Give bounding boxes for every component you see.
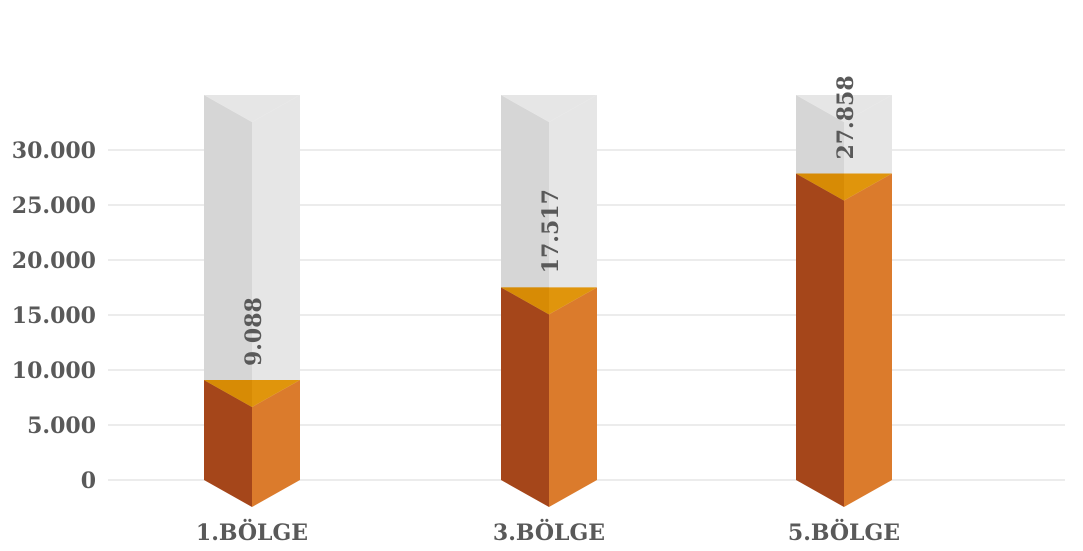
data-label: 9.088 [241, 297, 267, 366]
y-tick-label: 25.000 [12, 193, 96, 219]
bar-left-face [796, 173, 844, 507]
bar-right-face [252, 380, 300, 507]
bar-top-face-shade [501, 287, 549, 315]
bar-ghost-right-face [549, 95, 597, 315]
bar-top-face-shade [796, 173, 844, 201]
data-label: 17.517 [538, 189, 564, 273]
bars [204, 95, 892, 507]
x-tick-label: 1.BÖLGE [196, 518, 308, 546]
bar-ghost-top-face [796, 95, 892, 122]
bar-2 [501, 95, 597, 507]
y-tick-label: 30.000 [12, 138, 96, 164]
y-tick-label: 20.000 [12, 248, 96, 274]
bar-right-face [844, 173, 892, 507]
bar-ghost-left-face [204, 95, 252, 408]
bar-top-face-shade [204, 380, 252, 408]
x-axis-ticks: 1.BÖLGE 3.BÖLGE 5.BÖLGE [196, 518, 900, 546]
bar-left-face [204, 380, 252, 507]
y-tick-label: 15.000 [12, 303, 96, 329]
data-labels: 9.088 17.517 27.858 [241, 75, 859, 366]
bar-1 [204, 95, 300, 507]
y-tick-label: 10.000 [12, 358, 96, 384]
bar-ghost-top-face [204, 95, 300, 122]
bar-right-face [549, 287, 597, 507]
bar-ghost-top-face [501, 95, 597, 122]
x-tick-label: 5.BÖLGE [788, 518, 900, 546]
data-label: 27.858 [833, 75, 859, 159]
bar-left-face [501, 287, 549, 507]
y-tick-label: 0 [81, 468, 96, 494]
bar-ghost-left-face [501, 95, 549, 315]
x-tick-label: 3.BÖLGE [493, 518, 605, 546]
bar-3 [796, 95, 892, 507]
bar-ghost-right-face [252, 95, 300, 408]
y-axis-ticks: 0 5.000 10.000 15.000 20.000 25.000 30.000 [12, 138, 96, 494]
y-tick-label: 5.000 [27, 413, 96, 439]
